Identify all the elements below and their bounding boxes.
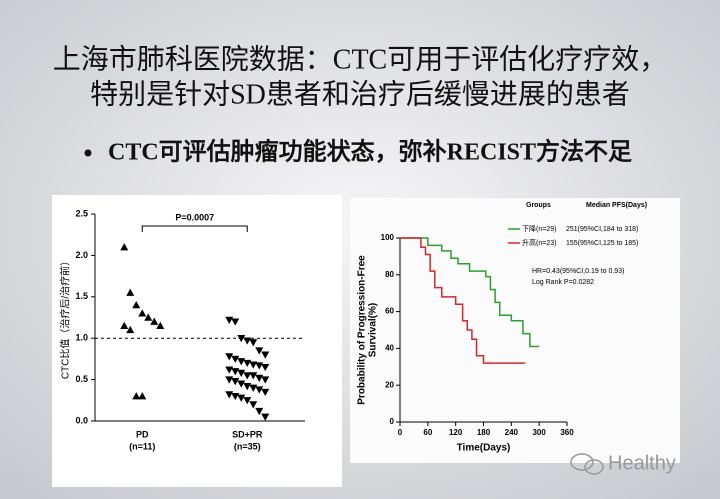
- data-point: [132, 392, 141, 400]
- data-point: [231, 378, 240, 386]
- data-point: [255, 374, 264, 382]
- data-point: [249, 361, 258, 369]
- annotation: Log Rank P=0.0282: [532, 279, 594, 286]
- bullet-text: CTC可评估肿瘤功能状态，弥补RECIST方法不足: [108, 138, 632, 166]
- legend-median: 251(95%CI,184 to 318): [566, 226, 638, 233]
- data-point: [156, 321, 165, 329]
- y-tick-label: 1.0: [75, 333, 88, 343]
- chart-panel: [52, 195, 342, 487]
- data-point: [249, 384, 258, 392]
- significance-bracket: [141, 225, 248, 232]
- data-point: [249, 339, 258, 347]
- data-point: [261, 376, 270, 384]
- data-point: [225, 353, 234, 361]
- x-tick-label: 180: [477, 428, 491, 437]
- data-point: [231, 318, 240, 326]
- y-tick-label: 40: [385, 344, 394, 353]
- legend-header: Median PFS(Days): [586, 202, 647, 209]
- legend-header: Groups: [526, 202, 551, 209]
- survival-curve: [400, 237, 540, 348]
- data-point: [255, 362, 264, 370]
- y-tick-label: 0: [390, 417, 395, 426]
- x-tick-label: PD: [136, 429, 149, 439]
- legend-label: 下降(n=29): [522, 224, 556, 233]
- data-point: [225, 366, 234, 374]
- data-point: [261, 363, 270, 372]
- p-value: P=0.0007: [175, 212, 214, 222]
- slide-title: 上海市肺科医院数据：CTC可用于评估化疗疗效，: [53, 43, 667, 75]
- y-tick-label: 2.5: [75, 208, 88, 218]
- x-tick-sublabel: (n=35): [234, 441, 261, 451]
- data-point: [249, 401, 258, 409]
- y-tick-label: 20: [385, 380, 394, 389]
- data-point: [243, 337, 252, 345]
- data-point: [150, 317, 159, 325]
- data-point: [126, 325, 135, 334]
- x-tick-label: SD+PR: [232, 429, 263, 439]
- data-point: [237, 394, 246, 402]
- data-point: [243, 372, 252, 380]
- data-point: [126, 288, 135, 296]
- data-point: [225, 316, 234, 324]
- data-point: [243, 397, 252, 405]
- data-point: [138, 309, 147, 317]
- data-point: [249, 372, 258, 380]
- data-point: [138, 392, 147, 400]
- x-axis-label: Time(Days): [457, 443, 511, 454]
- data-point: [261, 413, 270, 421]
- x-tick-label: 240: [505, 428, 519, 437]
- data-point: [237, 369, 246, 377]
- y-tick-label: 0.5: [75, 374, 88, 384]
- legend-median: 155(95%CI,125 to 185): [566, 240, 638, 247]
- y-tick-label: 100: [381, 233, 395, 242]
- data-point: [243, 383, 252, 391]
- data-point: [237, 335, 246, 343]
- x-tick-sublabel: (n=11): [129, 441, 155, 451]
- y-axis-label: Probability of Progression-Free: [357, 255, 368, 405]
- data-point: [231, 355, 240, 363]
- data-point: [255, 386, 264, 394]
- watermark-icon: [570, 453, 604, 475]
- data-point: [255, 347, 264, 355]
- data-point: [231, 392, 240, 401]
- y-tick-label: 80: [385, 270, 394, 279]
- data-point: [225, 376, 234, 384]
- data-point: [237, 358, 246, 366]
- chart-panel: [350, 198, 680, 463]
- data-point: [261, 388, 270, 397]
- y-tick-label: 1.5: [75, 291, 88, 301]
- annotation: HR=0.43(95%CI,0.19 to 0.93): [532, 268, 624, 275]
- y-tick-label: 60: [385, 307, 394, 316]
- x-tick-label: 120: [449, 428, 463, 437]
- y-tick-label: 0.0: [75, 415, 88, 425]
- bullet-dot: [84, 149, 92, 157]
- data-point: [231, 368, 240, 376]
- data-point: [225, 391, 234, 399]
- data-point: [120, 243, 129, 251]
- x-tick-label: 360: [560, 428, 574, 437]
- x-tick-label: 0: [398, 428, 403, 437]
- data-point: [144, 313, 153, 321]
- data-point: [261, 351, 270, 359]
- x-tick-label: 60: [423, 428, 432, 437]
- survival-curve: [400, 237, 526, 364]
- x-tick-label: 300: [532, 428, 546, 437]
- y-axis-label: Survival(%): [368, 303, 379, 357]
- data-point: [132, 301, 141, 309]
- data-point: [120, 321, 129, 329]
- data-point: [255, 407, 264, 416]
- data-point: [237, 380, 246, 388]
- y-tick-label: 2.0: [75, 250, 88, 260]
- legend-label: 升高(n=23): [522, 238, 556, 247]
- data-point: [243, 359, 252, 368]
- watermark: Healthy: [608, 452, 676, 474]
- slide-title: 特别是针对SD患者和治疗后缓慢进展的患者: [90, 78, 630, 110]
- y-axis-label: CTC比值（治疗后/治疗前）: [59, 256, 72, 379]
